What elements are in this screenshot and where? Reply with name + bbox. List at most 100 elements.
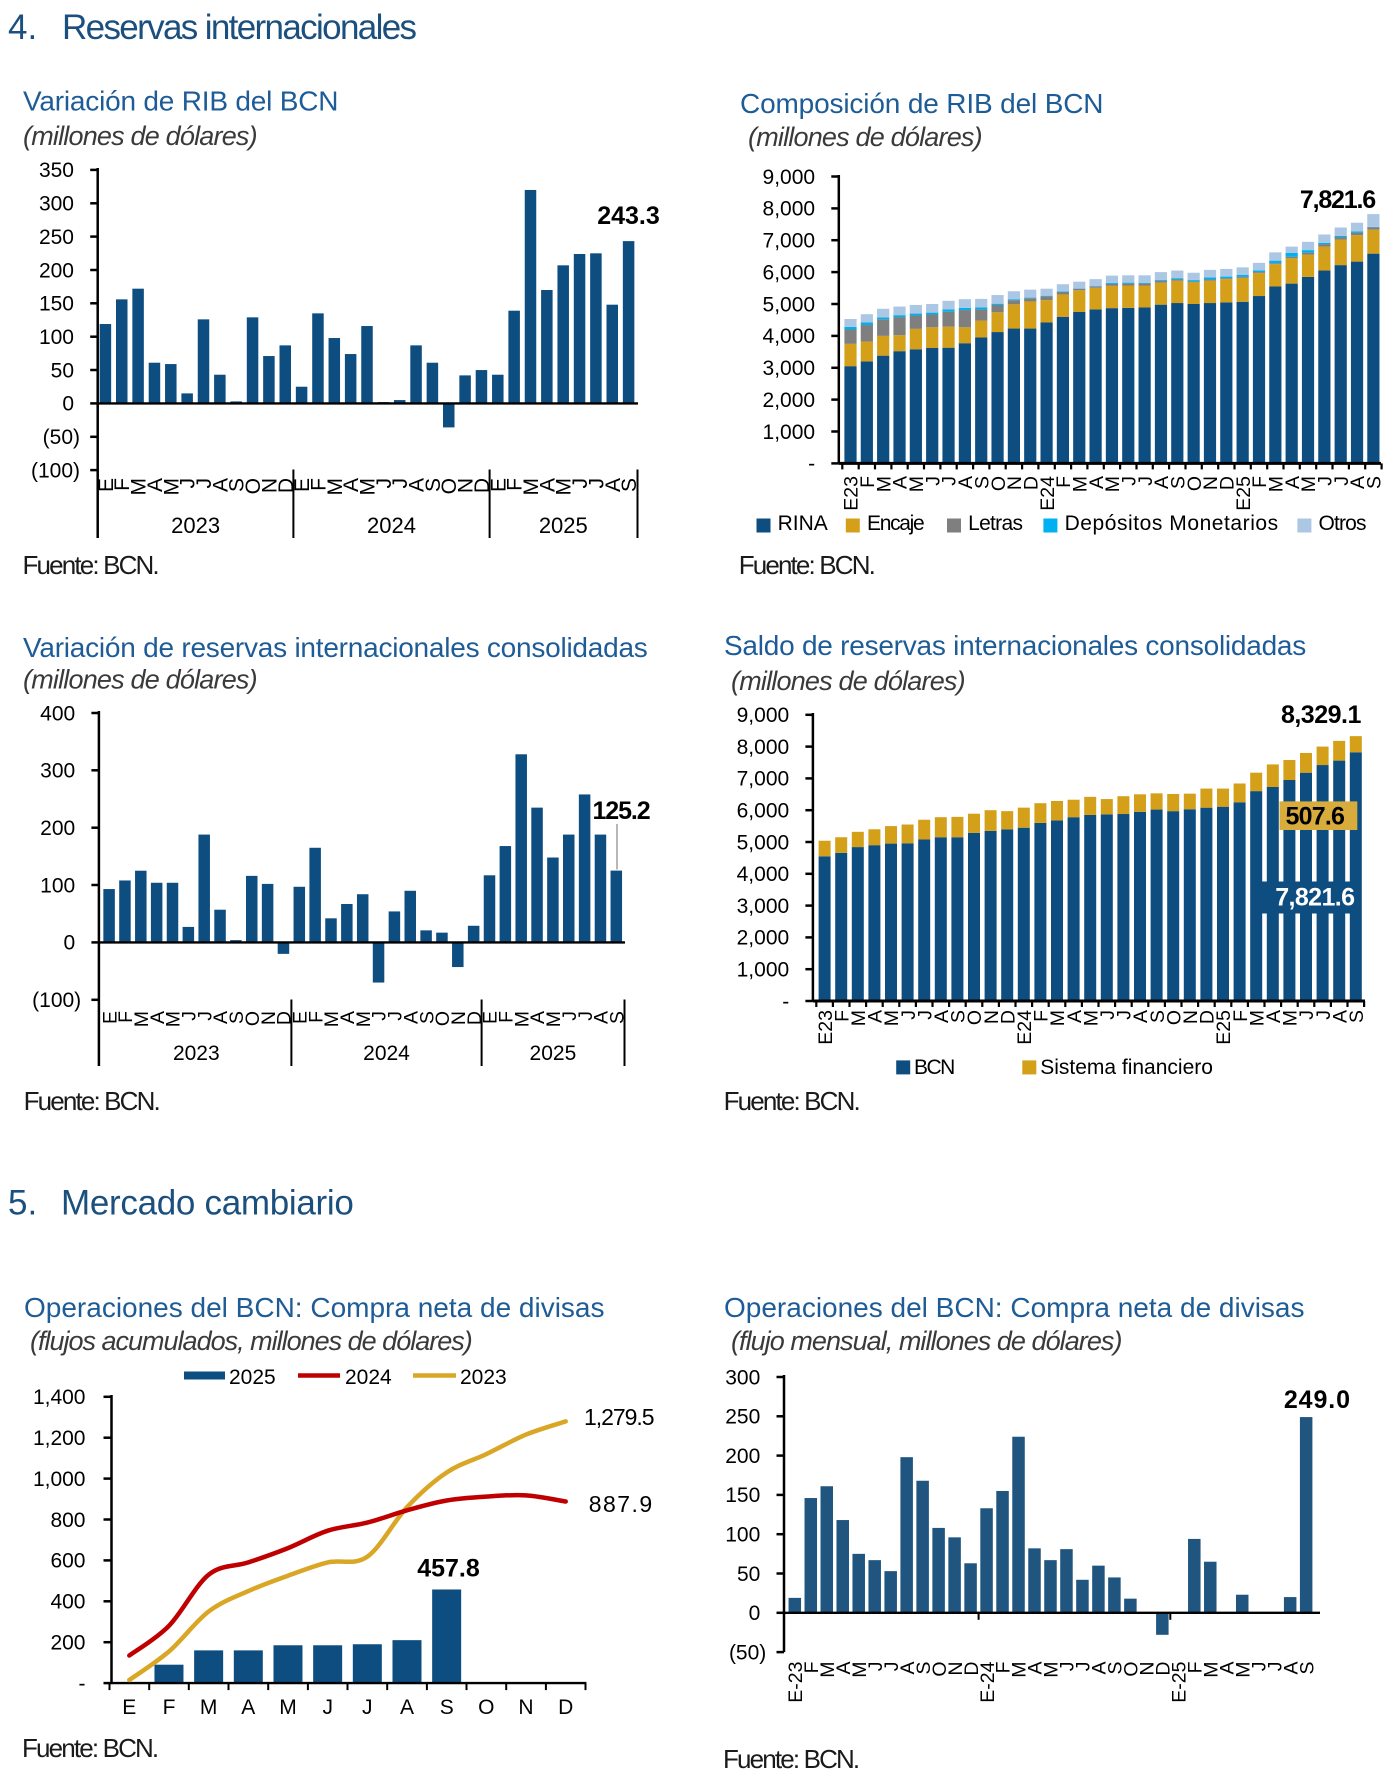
svg-text:400: 400 xyxy=(50,1591,85,1614)
svg-text:(100): (100) xyxy=(31,459,80,482)
svg-text:800: 800 xyxy=(50,1509,85,1532)
svg-text:0: 0 xyxy=(749,1602,761,1625)
svg-text:4.: 4. xyxy=(8,8,37,47)
svg-text:2,000: 2,000 xyxy=(763,389,816,412)
svg-text:S: S xyxy=(607,1011,629,1024)
svg-text:6,000: 6,000 xyxy=(737,800,790,823)
svg-text:Mercado cambiario: Mercado cambiario xyxy=(61,1184,354,1223)
svg-text:200: 200 xyxy=(725,1445,760,1468)
svg-text:200: 200 xyxy=(40,817,75,840)
svg-text:-: - xyxy=(808,453,815,476)
svg-text:5.: 5. xyxy=(8,1184,37,1223)
svg-text:2024: 2024 xyxy=(367,513,416,538)
svg-text:S: S xyxy=(1346,1010,1368,1023)
svg-text:D: D xyxy=(558,1696,573,1719)
svg-text:Otros: Otros xyxy=(1319,512,1366,535)
svg-text:2024: 2024 xyxy=(345,1366,392,1389)
svg-text:1,279.5: 1,279.5 xyxy=(584,1404,654,1430)
svg-text:Sistema financiero: Sistema financiero xyxy=(1040,1056,1213,1079)
svg-text:RINA: RINA xyxy=(778,512,828,535)
svg-text:(flujo mensual, millones de dó: (flujo mensual, millones de dólares) xyxy=(731,1326,1122,1356)
svg-text:Variación de RIB del BCN: Variación de RIB del BCN xyxy=(23,86,338,117)
svg-text:3,000: 3,000 xyxy=(763,357,816,380)
svg-text:J: J xyxy=(322,1696,333,1719)
svg-text:50: 50 xyxy=(51,359,74,382)
svg-text:2025: 2025 xyxy=(530,1042,577,1065)
svg-text:7,000: 7,000 xyxy=(763,230,816,253)
svg-text:Fuente: BCN.: Fuente: BCN. xyxy=(723,1744,858,1774)
svg-text:7,821.6: 7,821.6 xyxy=(1300,186,1375,214)
svg-text:2025: 2025 xyxy=(539,513,588,538)
svg-text:2,000: 2,000 xyxy=(737,927,790,950)
svg-text:5,000: 5,000 xyxy=(763,293,816,316)
svg-text:1,000: 1,000 xyxy=(33,1468,86,1491)
svg-text:(50): (50) xyxy=(43,426,80,449)
svg-text:250: 250 xyxy=(725,1406,760,1429)
svg-text:A: A xyxy=(400,1696,414,1719)
svg-text:-: - xyxy=(79,1672,86,1695)
svg-text:150: 150 xyxy=(725,1484,760,1507)
svg-text:8,000: 8,000 xyxy=(763,198,816,221)
svg-text:2025: 2025 xyxy=(229,1366,276,1389)
svg-text:150: 150 xyxy=(39,293,74,316)
svg-text:2024: 2024 xyxy=(363,1042,410,1065)
svg-text:2023: 2023 xyxy=(460,1366,507,1389)
svg-text:Composición de RIB del BCN: Composición de RIB del BCN xyxy=(740,88,1103,119)
svg-text:7,821.6: 7,821.6 xyxy=(1275,883,1354,911)
svg-text:J: J xyxy=(362,1696,373,1719)
svg-text:-: - xyxy=(782,990,789,1013)
svg-text:1,400: 1,400 xyxy=(33,1386,86,1409)
svg-text:(millones de dólares): (millones de dólares) xyxy=(748,122,982,152)
svg-text:Saldo de reservas internaciona: Saldo de reservas internacionales consol… xyxy=(724,630,1306,661)
svg-text:1,200: 1,200 xyxy=(33,1427,86,1450)
svg-text:100: 100 xyxy=(40,874,75,897)
svg-text:Fuente: BCN.: Fuente: BCN. xyxy=(24,1086,159,1116)
svg-text:Operaciones del BCN: Compra ne: Operaciones del BCN: Compra neta de divi… xyxy=(24,1292,605,1323)
svg-text:Fuente: BCN.: Fuente: BCN. xyxy=(23,550,158,580)
svg-text:507.6: 507.6 xyxy=(1286,803,1345,831)
svg-text:887.9: 887.9 xyxy=(589,1491,654,1517)
svg-text:(50): (50) xyxy=(729,1641,766,1664)
svg-text:Operaciones del BCN: Compra ne: Operaciones del BCN: Compra neta de divi… xyxy=(724,1292,1305,1323)
svg-text:BCN: BCN xyxy=(914,1056,954,1079)
svg-text:125.2: 125.2 xyxy=(592,797,649,825)
svg-text:100: 100 xyxy=(725,1524,760,1547)
svg-text:249.0: 249.0 xyxy=(1284,1386,1351,1414)
svg-text:9,000: 9,000 xyxy=(763,166,816,189)
svg-text:300: 300 xyxy=(39,193,74,216)
svg-text:2023: 2023 xyxy=(171,513,220,538)
svg-text:Variación de reservas internac: Variación de reservas internacionales co… xyxy=(23,632,648,663)
svg-text:S: S xyxy=(618,478,641,492)
svg-text:(100): (100) xyxy=(32,989,81,1012)
svg-text:(millones de dólares): (millones de dólares) xyxy=(731,666,965,696)
svg-text:Reservas internacionales: Reservas internacionales xyxy=(62,8,417,47)
svg-text:8,000: 8,000 xyxy=(737,736,790,759)
svg-text:0: 0 xyxy=(62,393,74,416)
svg-text:50: 50 xyxy=(737,1563,760,1586)
svg-text:9,000: 9,000 xyxy=(737,704,790,727)
svg-text:243.3: 243.3 xyxy=(597,202,660,230)
svg-text:Fuente: BCN.: Fuente: BCN. xyxy=(739,550,874,580)
svg-text:600: 600 xyxy=(50,1550,85,1573)
svg-text:300: 300 xyxy=(725,1366,760,1389)
svg-text:250: 250 xyxy=(39,226,74,249)
svg-text:3,000: 3,000 xyxy=(737,895,790,918)
svg-text:2023: 2023 xyxy=(173,1042,220,1065)
svg-text:(millones de dólares): (millones de dólares) xyxy=(23,665,257,695)
svg-text:S: S xyxy=(1364,476,1386,489)
svg-text:Letras: Letras xyxy=(968,512,1022,535)
svg-text:1,000: 1,000 xyxy=(763,421,816,444)
svg-text:A: A xyxy=(241,1696,255,1719)
svg-text:Fuente: BCN.: Fuente: BCN. xyxy=(22,1733,157,1763)
svg-text:F: F xyxy=(163,1696,176,1719)
svg-text:200: 200 xyxy=(39,259,74,282)
svg-text:S: S xyxy=(440,1696,454,1719)
svg-text:0: 0 xyxy=(64,932,76,955)
svg-text:400: 400 xyxy=(40,702,75,725)
svg-text:100: 100 xyxy=(39,326,74,349)
svg-text:200: 200 xyxy=(50,1632,85,1655)
svg-text:5,000: 5,000 xyxy=(737,831,790,854)
svg-text:(millones de dólares): (millones de dólares) xyxy=(23,121,257,151)
svg-text:S: S xyxy=(1296,1662,1318,1675)
svg-text:Fuente: BCN.: Fuente: BCN. xyxy=(724,1086,859,1116)
